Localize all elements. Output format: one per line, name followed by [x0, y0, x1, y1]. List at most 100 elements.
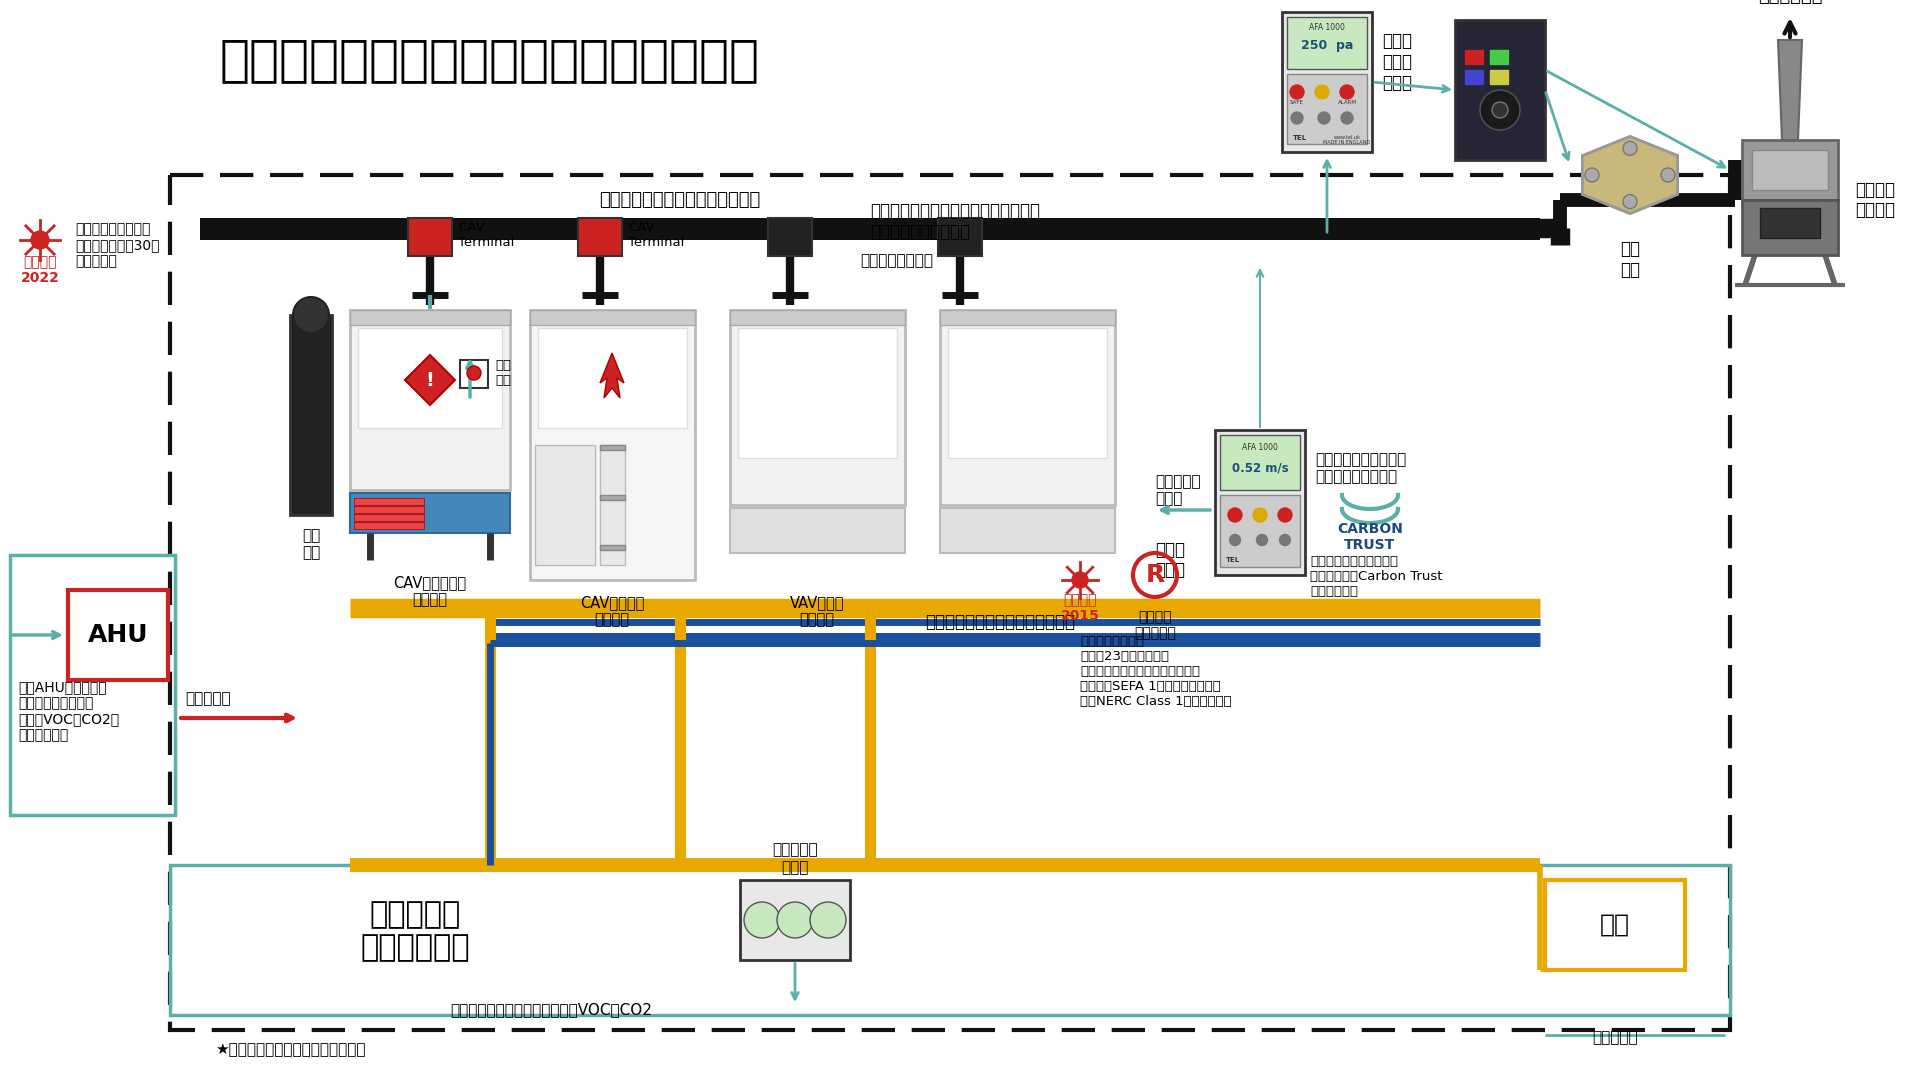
Circle shape: [1290, 112, 1304, 124]
FancyBboxPatch shape: [461, 360, 488, 388]
FancyBboxPatch shape: [538, 328, 687, 428]
FancyBboxPatch shape: [353, 498, 424, 505]
Circle shape: [467, 366, 482, 380]
Text: 可變排氣速度: 可變排氣速度: [1757, 0, 1822, 5]
FancyBboxPatch shape: [1286, 17, 1367, 69]
Text: 偵測排氣管道壓力: 偵測排氣管道壓力: [860, 253, 933, 268]
Text: CAV可開關控制
系統規劃: CAV可開關控制 系統規劃: [394, 575, 467, 607]
FancyBboxPatch shape: [730, 310, 904, 325]
Circle shape: [1622, 141, 1638, 156]
Circle shape: [1229, 508, 1242, 522]
FancyBboxPatch shape: [941, 310, 1116, 505]
FancyBboxPatch shape: [67, 590, 169, 680]
FancyBboxPatch shape: [357, 328, 501, 428]
FancyBboxPatch shape: [1546, 880, 1686, 970]
Text: 變頻器
(Inverter): 變頻器 (Inverter): [1461, 0, 1540, 2]
Polygon shape: [599, 353, 624, 399]
FancyBboxPatch shape: [1215, 430, 1306, 575]
Polygon shape: [405, 355, 455, 405]
Text: 排氣檬
監控器: 排氣檬 監控器: [1156, 541, 1185, 579]
Text: VAV變風量
系統規劃: VAV變風量 系統規劃: [789, 595, 845, 627]
Circle shape: [1492, 102, 1507, 118]
Text: 排氣檬面速度過低或過
高可發出警示或警報: 排氣檬面速度過低或過 高可發出警示或警報: [1315, 451, 1405, 484]
FancyBboxPatch shape: [349, 310, 511, 325]
Bar: [1490, 70, 1507, 84]
FancyBboxPatch shape: [290, 315, 332, 515]
Circle shape: [1622, 194, 1638, 208]
Text: AHU: AHU: [88, 623, 148, 647]
FancyBboxPatch shape: [407, 218, 451, 256]
Text: 本方案排氣檬監控通過國
際非營利組織Carbon Trust
節能技術認證: 本方案排氣檬監控通過國 際非營利組織Carbon Trust 節能技術認證: [1309, 555, 1442, 598]
Circle shape: [1340, 85, 1354, 99]
FancyBboxPatch shape: [353, 507, 424, 513]
FancyBboxPatch shape: [536, 445, 595, 565]
Text: 變頻轉速
排氣風機: 變頻轉速 排氣風機: [1855, 180, 1895, 219]
FancyBboxPatch shape: [1286, 75, 1367, 144]
FancyBboxPatch shape: [730, 508, 904, 553]
Text: 實驗室空間
監控器: 實驗室空間 監控器: [772, 842, 818, 875]
FancyBboxPatch shape: [948, 328, 1108, 458]
Text: 控制AHU變頻器穩定
室內壓力及溫濕度，
並降低VOC及CO2在
控制濃度以下: 控制AHU變頻器穩定 室內壓力及溫濕度， 並降低VOC及CO2在 控制濃度以下: [17, 680, 119, 743]
Text: 排氣管
道壓力
監控器: 排氣管 道壓力 監控器: [1382, 32, 1411, 92]
Text: 實驗室廢氣排放風管系統設計規劃: 實驗室廢氣排放風管系統設計規劃: [599, 191, 760, 210]
Circle shape: [810, 902, 847, 939]
Text: 中小企業
創新研究獎: 中小企業 創新研究獎: [1135, 610, 1175, 640]
Text: CAV持續抽氣
系統規劃: CAV持續抽氣 系統規劃: [580, 595, 645, 627]
FancyBboxPatch shape: [578, 218, 622, 256]
FancyBboxPatch shape: [530, 310, 695, 325]
Text: 實驗室通風家具設備整體解決方案系統圖: 實驗室通風家具設備整體解決方案系統圖: [221, 36, 760, 84]
Text: TEL: TEL: [1227, 557, 1240, 563]
Text: 台灣精品
2015: 台灣精品 2015: [1060, 593, 1100, 623]
FancyBboxPatch shape: [599, 495, 626, 500]
Text: 典型實驗室
廢氣排放系統: 典型實驗室 廢氣排放系統: [361, 900, 470, 962]
FancyBboxPatch shape: [730, 310, 904, 505]
FancyBboxPatch shape: [1219, 435, 1300, 490]
Text: AFA 1000: AFA 1000: [1309, 24, 1344, 32]
Text: 0.52 m/s: 0.52 m/s: [1233, 461, 1288, 474]
Circle shape: [1586, 168, 1599, 183]
Text: 控制
開關: 控制 開關: [495, 359, 511, 387]
Text: AFA 1000: AFA 1000: [1242, 444, 1279, 453]
Polygon shape: [1582, 136, 1678, 214]
Bar: [1465, 70, 1482, 84]
Text: 電盤: 電盤: [1599, 913, 1630, 937]
FancyBboxPatch shape: [599, 445, 626, 565]
FancyBboxPatch shape: [353, 514, 424, 521]
FancyBboxPatch shape: [1751, 150, 1828, 190]
Circle shape: [1279, 535, 1290, 545]
Circle shape: [1480, 90, 1521, 130]
Text: ★實際規劃需視現場狀況與需求而定: ★實際規劃需視現場狀況與需求而定: [215, 1042, 365, 1057]
FancyBboxPatch shape: [941, 310, 1116, 325]
Text: 偵測實驗室壓差、溫度、濕度、VOC及CO2: 偵測實驗室壓差、溫度、濕度、VOC及CO2: [449, 1002, 653, 1017]
Text: 台灣精品
2022: 台灣精品 2022: [21, 255, 60, 285]
Circle shape: [294, 297, 328, 333]
Text: TEL: TEL: [1292, 135, 1308, 141]
FancyBboxPatch shape: [599, 545, 626, 550]
Text: 過濾
設備: 過濾 設備: [1620, 240, 1640, 279]
Text: 禮學社高效能排氣
榮獲第23屆台灣精品獎
榮獲經濟部頑發創新研究獎及獎金
符合美國SEFA 1高效能排氣檬檢驗
英國NERC Class 1最高等級標準: 禮學社高效能排氣 榮獲第23屆台灣精品獎 榮獲經濟部頑發創新研究獎及獎金 符合美…: [1079, 635, 1231, 708]
Circle shape: [1290, 85, 1304, 99]
FancyBboxPatch shape: [1741, 140, 1837, 200]
Circle shape: [1256, 535, 1267, 545]
Circle shape: [1340, 112, 1354, 124]
Circle shape: [1254, 508, 1267, 522]
FancyBboxPatch shape: [1455, 21, 1546, 160]
FancyBboxPatch shape: [739, 880, 851, 960]
FancyBboxPatch shape: [1741, 200, 1837, 255]
FancyBboxPatch shape: [1283, 12, 1373, 152]
FancyBboxPatch shape: [768, 218, 812, 256]
Text: 偵測排氣檬
面速度: 偵測排氣檬 面速度: [1156, 474, 1200, 507]
Text: CAV
Terminal: CAV Terminal: [628, 221, 684, 249]
FancyBboxPatch shape: [200, 218, 1540, 240]
FancyBboxPatch shape: [1761, 208, 1820, 238]
Circle shape: [1315, 85, 1329, 99]
Circle shape: [778, 902, 812, 939]
Bar: [1465, 50, 1482, 64]
Circle shape: [745, 902, 780, 939]
Text: CAV
Terminal: CAV Terminal: [459, 221, 515, 249]
Text: 實驗室家具設計與實驗室設計規劃: 實驗室家具設計與實驗室設計規劃: [925, 613, 1075, 631]
Text: SAFE: SAFE: [1290, 100, 1304, 106]
FancyBboxPatch shape: [349, 310, 511, 490]
FancyBboxPatch shape: [353, 522, 424, 529]
Bar: [1490, 50, 1507, 64]
